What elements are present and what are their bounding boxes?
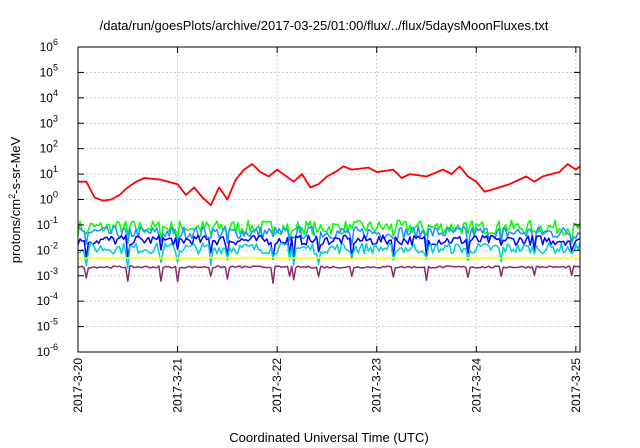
y-tick-label-base: 10	[37, 294, 51, 308]
y-tick-label-base: 10	[40, 65, 54, 79]
y-tick-label: 10-1	[37, 215, 58, 232]
x-tick-label: 2017-3-23	[370, 358, 384, 413]
y-tick-label-exp: 1	[53, 164, 58, 174]
y-axis-title-suffix: -s-sr-MeV	[8, 136, 23, 193]
y-axis-title-sup: 2	[7, 194, 17, 199]
y-tick-label-exp: 6	[53, 37, 58, 47]
x-tick-label: 2017-3-21	[171, 358, 185, 413]
y-tick-label: 10-5	[37, 317, 58, 334]
y-tick-label-base: 10	[40, 116, 54, 130]
x-tick-label: 2017-3-22	[270, 358, 284, 413]
series-line-3	[77, 234, 581, 260]
y-tick-label-exp: 4	[53, 88, 58, 98]
x-tick-label: 2017-3-24	[469, 358, 483, 413]
series-layer	[77, 163, 581, 284]
y-tick-label-base: 10	[40, 142, 54, 156]
y-tick-label: 100	[40, 190, 58, 207]
y-tick-label-exp: -5	[50, 317, 58, 327]
y-tick-label-base: 10	[40, 167, 54, 181]
series-line-2	[77, 225, 581, 250]
y-tick-label: 102	[40, 139, 58, 156]
y-tick-label-exp: 0	[53, 190, 58, 200]
y-tick-label-exp: -3	[50, 266, 58, 276]
y-tick-label-base: 10	[37, 243, 51, 257]
y-tick-label-exp: -2	[50, 240, 58, 250]
y-tick-label-exp: 3	[53, 113, 58, 123]
series-line-5	[77, 256, 581, 260]
y-tick-label-base: 10	[40, 91, 54, 105]
y-tick-label-exp: -1	[50, 215, 58, 225]
chart-title: /data/run/goesPlots/archive/2017-03-25/0…	[100, 18, 549, 33]
y-tick-label-base: 10	[37, 320, 51, 334]
plot-frame	[77, 46, 581, 353]
y-tick-label: 105	[40, 62, 58, 79]
x-tick-label: 2017-3-20	[71, 358, 85, 413]
y-tick-label-base: 10	[37, 269, 51, 283]
series-line-4	[77, 242, 581, 269]
y-tick-label: 10-2	[37, 240, 58, 257]
y-tick-label: 10-4	[37, 291, 58, 308]
grid-layer	[77, 47, 580, 352]
series-line-0	[78, 163, 581, 206]
y-tick-label: 106	[40, 37, 58, 54]
y-axis-title: protons/cm2-s-sr-MeV	[7, 136, 23, 263]
y-axis-title-prefix: protons/cm	[8, 199, 23, 263]
y-tick-label-base: 10	[40, 40, 54, 54]
y-tick-label-base: 10	[37, 345, 51, 359]
y-tick-label-exp: -6	[50, 342, 58, 352]
y-tick-label: 104	[40, 88, 58, 105]
label-layer: 10-610-510-410-310-210-11001011021031041…	[37, 37, 583, 413]
y-tick-label: 101	[40, 164, 58, 181]
series-line-6	[77, 265, 581, 284]
y-tick-label-base: 10	[37, 218, 51, 232]
tick-layer	[77, 46, 580, 353]
x-axis-title: Coordinated Universal Time (UTC)	[229, 430, 428, 445]
y-tick-label: 10-6	[37, 342, 58, 359]
y-tick-label-base: 10	[40, 193, 54, 207]
y-tick-label-exp: 5	[53, 62, 58, 72]
y-tick-label-exp: -4	[50, 291, 58, 301]
y-tick-label-exp: 2	[53, 139, 58, 149]
x-tick-label: 2017-3-25	[569, 358, 583, 413]
y-tick-label: 10-3	[37, 266, 58, 283]
y-tick-label: 103	[40, 113, 58, 130]
